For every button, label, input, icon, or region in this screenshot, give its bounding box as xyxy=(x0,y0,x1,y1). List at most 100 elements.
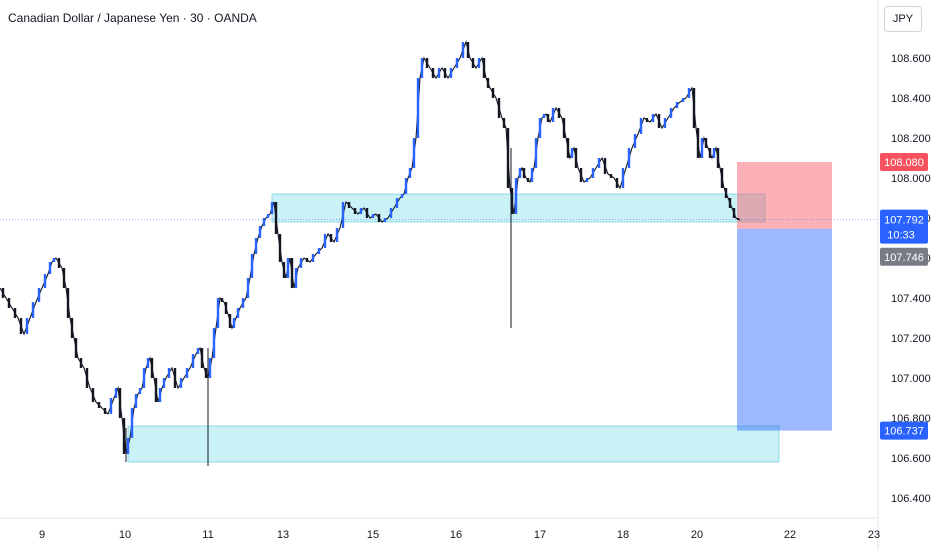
candle xyxy=(615,178,619,188)
candle xyxy=(585,178,589,182)
last-price-label: 107.792 xyxy=(884,215,924,227)
candle xyxy=(408,168,412,178)
candle xyxy=(91,388,95,402)
x-tick-label: 11 xyxy=(202,529,213,541)
candle xyxy=(118,388,122,418)
candle xyxy=(154,378,158,402)
y-tick-label: 106.400 xyxy=(891,493,931,505)
candle xyxy=(43,274,47,288)
candle xyxy=(534,138,538,168)
stop-price-label-bg xyxy=(880,153,928,171)
target-price-label: 106.737 xyxy=(884,426,924,438)
candle xyxy=(317,248,321,254)
candle xyxy=(412,138,416,168)
x-tick-label: 20 xyxy=(691,529,703,541)
candle xyxy=(482,58,486,78)
candle xyxy=(455,58,459,68)
lower-zone xyxy=(127,425,780,463)
candle xyxy=(208,358,212,378)
candle xyxy=(506,128,510,188)
candle xyxy=(126,438,130,454)
candle xyxy=(538,118,542,138)
candle xyxy=(185,368,189,378)
candle xyxy=(692,88,696,128)
candle xyxy=(514,178,518,214)
candle xyxy=(395,198,399,208)
candle xyxy=(437,68,441,78)
candle xyxy=(254,238,258,254)
candle xyxy=(551,108,555,122)
candle xyxy=(724,188,728,198)
candle xyxy=(347,202,351,208)
candle xyxy=(609,174,613,178)
candle xyxy=(461,42,465,58)
upper-zone xyxy=(271,193,766,223)
candle xyxy=(687,88,691,98)
candle xyxy=(294,268,298,288)
last-price-bg xyxy=(880,209,928,244)
candle xyxy=(657,114,661,128)
candle xyxy=(704,138,708,148)
candle xyxy=(138,388,142,394)
candle xyxy=(290,258,294,288)
candle xyxy=(204,368,208,378)
candle xyxy=(700,138,704,158)
entry-price-label-bg xyxy=(880,247,928,266)
entry-price-label: 107.746 xyxy=(884,252,924,264)
candle xyxy=(274,202,278,234)
candle xyxy=(491,88,495,98)
candle xyxy=(25,318,29,334)
y-tick-label: 108.400 xyxy=(891,93,931,105)
candle xyxy=(716,148,720,168)
candle xyxy=(329,234,333,242)
candle xyxy=(146,358,150,368)
candle xyxy=(167,368,171,378)
candle xyxy=(200,348,204,368)
candle xyxy=(591,168,595,178)
candle xyxy=(158,388,162,402)
candle xyxy=(570,148,574,158)
candle xyxy=(266,214,270,218)
y-tick-label: 107.000 xyxy=(891,373,931,385)
candle xyxy=(566,138,570,158)
candle xyxy=(627,148,631,168)
candle xyxy=(305,258,309,262)
candle xyxy=(114,388,118,398)
candle xyxy=(603,158,607,174)
target-price-label-bg xyxy=(880,421,928,440)
candle xyxy=(597,158,601,168)
candle xyxy=(621,168,625,188)
x-tick-label: 18 xyxy=(617,529,629,541)
x-tick-label: 23 xyxy=(868,529,880,541)
countdown-label: 10:33 xyxy=(887,230,915,242)
candle xyxy=(278,234,282,262)
candle xyxy=(510,188,514,214)
candle xyxy=(477,58,481,68)
candle xyxy=(728,198,732,208)
candle xyxy=(466,42,470,58)
candle xyxy=(416,78,420,138)
candle xyxy=(365,208,369,218)
currency-button[interactable]: JPY xyxy=(884,6,922,32)
candle xyxy=(335,228,339,242)
candle xyxy=(97,402,101,408)
candle xyxy=(13,308,17,318)
candle xyxy=(150,358,154,378)
y-tick-label: 107.200 xyxy=(891,333,931,345)
x-tick-label: 17 xyxy=(534,529,546,541)
candle xyxy=(236,308,240,318)
candle xyxy=(669,108,673,118)
candle xyxy=(696,128,700,158)
x-tick-label: 13 xyxy=(277,529,289,541)
candle xyxy=(134,394,138,408)
candle xyxy=(1,288,5,298)
candle xyxy=(66,288,70,318)
candle xyxy=(732,208,736,218)
x-tick-label: 22 xyxy=(784,529,796,541)
candle xyxy=(299,258,303,268)
y-tick-label: 108.000 xyxy=(891,173,931,185)
candle xyxy=(557,108,561,118)
y-tick-label: 108.200 xyxy=(891,133,931,145)
